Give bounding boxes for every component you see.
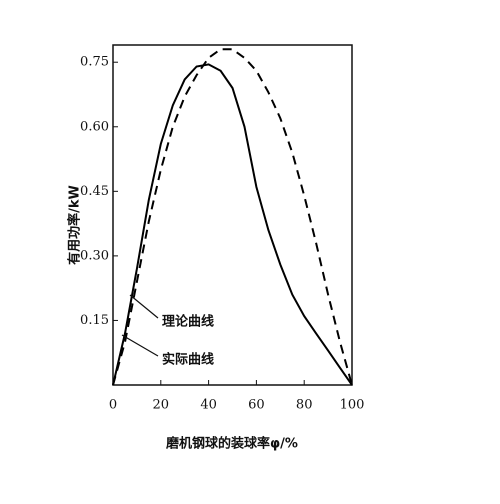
series-annotation: 理论曲线 xyxy=(162,314,214,330)
leader-line xyxy=(129,294,159,319)
x-tick-label: 60 xyxy=(248,398,265,413)
y-tick-label: 0.15 xyxy=(80,313,109,328)
x-tick-label: 100 xyxy=(340,398,365,413)
y-tick-label: 0.30 xyxy=(80,248,109,263)
plot-frame xyxy=(112,44,353,386)
y-axis-label: 有用功率/kW xyxy=(67,185,83,265)
x-tick-label: 20 xyxy=(153,398,170,413)
series-line xyxy=(112,63,353,386)
series-annotation: 实际曲线 xyxy=(162,352,214,368)
y-tick-label: 0.75 xyxy=(80,55,109,70)
leader-line xyxy=(121,334,159,357)
x-tick-label: 40 xyxy=(200,398,217,413)
y-tick-label: 0.60 xyxy=(80,119,109,134)
x-axis-label: 磨机钢球的装球率φ/% xyxy=(166,436,298,452)
y-tick-label: 0.45 xyxy=(80,184,109,199)
x-tick-label: 0 xyxy=(109,398,117,413)
x-tick-label: 80 xyxy=(296,398,313,413)
series-line xyxy=(112,48,353,386)
